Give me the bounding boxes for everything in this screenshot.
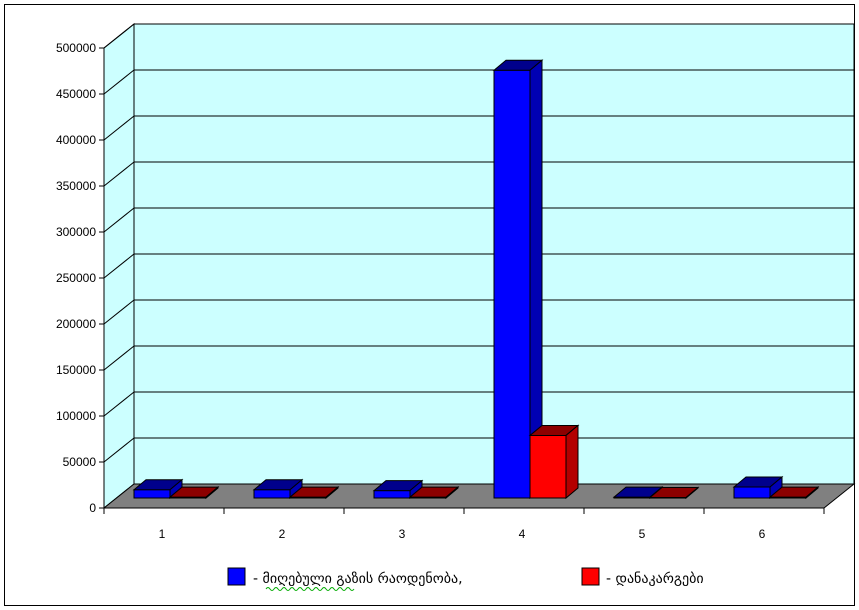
bar-series1-cat4 [492, 59, 544, 500]
bar-series1-cat2 [252, 478, 304, 500]
gridline [103, 161, 854, 187]
y-tick-label: 300000 [56, 225, 96, 239]
gridline [103, 69, 854, 95]
x-tick-label: 3 [399, 527, 406, 541]
y-tick-label: 250000 [56, 271, 96, 285]
y-tick-label: 200000 [56, 317, 96, 331]
plot-back-wall [103, 22, 855, 510]
legend: - მიღებული გაზის რაოდენობა, - დანაკარგებ… [227, 567, 704, 591]
bar-series1-cat1 [132, 478, 184, 500]
axes [99, 47, 825, 514]
x-tick-label: 4 [519, 527, 526, 541]
legend-swatch-series-1 [227, 567, 246, 586]
y-tick-label: 350000 [56, 179, 96, 193]
gridline [103, 299, 854, 325]
gridline [103, 391, 854, 417]
x-tick-label: 1 [159, 527, 166, 541]
gridline [103, 23, 854, 49]
y-tick-label: 0 [89, 501, 96, 515]
bars [132, 59, 820, 500]
bar-series2-cat5 [648, 486, 700, 500]
x-tick-labels: 1 2 3 4 5 6 [159, 527, 766, 541]
gridline [103, 207, 854, 233]
y-tick-label: 500000 [56, 41, 96, 55]
bar-series2-cat2 [288, 486, 340, 500]
bar-series1-cat3 [372, 479, 424, 500]
y-tick-labels: 0 50000 100000 150000 200000 250000 300000 3500… [56, 41, 96, 515]
gridline [103, 345, 854, 371]
y-tick-label: 150000 [56, 363, 96, 377]
y-tick-label: 50000 [63, 455, 97, 469]
x-tick-label: 5 [639, 527, 646, 541]
legend-label-series-2: - დანაკარგები [606, 570, 704, 587]
spellcheck-underline [265, 587, 355, 591]
bar-series2-cat6 [768, 486, 820, 500]
bar-series2-cat4 [528, 424, 580, 500]
y-tick-label: 400000 [56, 133, 96, 147]
y-tick-label: 100000 [56, 409, 96, 423]
x-tick-label: 2 [279, 527, 286, 541]
bar-series2-cat1 [168, 486, 220, 500]
legend-swatch-series-2 [581, 567, 600, 586]
bar-series1-cat6 [732, 475, 784, 500]
x-tick-label: 6 [759, 527, 766, 541]
gridline [103, 437, 854, 463]
legend-label-series-1: - მიღებული გაზის რაოდენობა, [253, 570, 463, 587]
gridline [103, 253, 854, 279]
gridlines [103, 23, 854, 463]
bar-series2-cat3 [408, 486, 460, 500]
gridline [103, 115, 854, 141]
y-tick-label: 450000 [56, 87, 96, 101]
